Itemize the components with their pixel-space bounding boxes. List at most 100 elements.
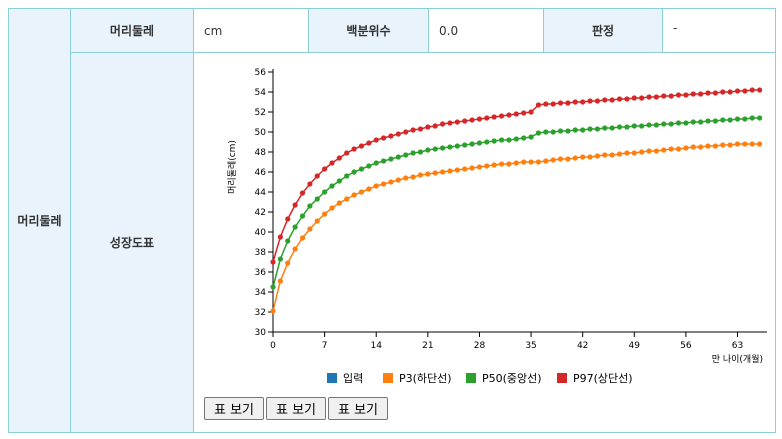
- point: [439, 121, 446, 127]
- point: [742, 88, 748, 94]
- point: [668, 146, 674, 152]
- point: [609, 97, 615, 103]
- point: [403, 175, 409, 181]
- point: [506, 137, 512, 143]
- point: [314, 218, 320, 224]
- point: [366, 186, 372, 192]
- point: [351, 192, 357, 198]
- cell: cm: [193, 8, 309, 53]
- point: [277, 278, 283, 284]
- point: [366, 163, 372, 169]
- point: [373, 137, 379, 143]
- point: [395, 154, 401, 160]
- point: [594, 98, 601, 104]
- point: [734, 116, 741, 122]
- point: [594, 126, 601, 132]
- table-view-button[interactable]: 표 보기: [328, 397, 388, 420]
- point: [417, 126, 424, 132]
- y-tick-label: 42: [255, 208, 266, 218]
- y-axis-label: 머리둘레(cm): [227, 140, 238, 194]
- point: [285, 260, 291, 266]
- point: [329, 160, 335, 166]
- point: [358, 143, 365, 149]
- point: [550, 129, 556, 135]
- point: [498, 113, 505, 119]
- y-tick-label: 46: [255, 168, 267, 178]
- point: [727, 142, 733, 148]
- point: [439, 145, 446, 151]
- point: [557, 156, 564, 162]
- point: [602, 125, 608, 131]
- point: [425, 124, 431, 130]
- point: [705, 143, 711, 149]
- point: [602, 152, 608, 158]
- y-tick-label: 54: [255, 88, 267, 98]
- y-tick-label: 38: [255, 248, 267, 258]
- point: [432, 170, 438, 176]
- cell: 0.0: [428, 8, 544, 53]
- point: [307, 203, 313, 209]
- table-view-button[interactable]: 표 보기: [266, 397, 326, 420]
- point: [277, 234, 283, 240]
- x-tick-label: 63: [732, 341, 743, 351]
- point: [270, 284, 276, 290]
- point: [417, 172, 424, 178]
- point: [690, 144, 696, 150]
- point: [521, 159, 527, 165]
- point: [439, 169, 446, 175]
- point: [535, 102, 542, 108]
- series-line: [272, 143, 760, 312]
- x-tick-label: 35: [525, 341, 536, 351]
- point: [528, 109, 534, 115]
- legend-label: P97(상단선): [573, 372, 633, 385]
- point: [469, 117, 475, 123]
- point: [742, 141, 748, 147]
- point: [690, 91, 696, 97]
- x-tick-label: 7: [322, 341, 328, 351]
- point: [513, 136, 519, 142]
- point: [314, 173, 320, 179]
- point: [432, 146, 438, 152]
- point: [557, 100, 564, 106]
- point: [454, 167, 460, 173]
- point: [653, 94, 660, 100]
- cell: 머리둘레: [70, 8, 194, 53]
- point: [388, 133, 394, 139]
- point: [388, 179, 394, 185]
- point: [661, 121, 667, 127]
- point: [742, 116, 748, 122]
- x-tick-label: 42: [577, 341, 588, 351]
- point: [639, 95, 645, 101]
- chart: 30 32 34 36 38 40 42 44 46 48 50 52 54 56 0 7 14 21 28 35 42…: [227, 68, 767, 385]
- point: [675, 92, 682, 98]
- point: [624, 124, 630, 130]
- point: [299, 235, 306, 241]
- point: [698, 144, 704, 150]
- point: [373, 160, 379, 166]
- point: [661, 93, 667, 99]
- point: [299, 190, 306, 196]
- point: [616, 96, 623, 102]
- x-tick-label: 14: [370, 341, 382, 351]
- point: [484, 163, 490, 169]
- point: [447, 120, 453, 126]
- point: [373, 183, 379, 189]
- point: [757, 141, 763, 147]
- y-tick-label: 44: [255, 188, 267, 198]
- point: [498, 137, 505, 143]
- x-tick-label: 0: [270, 341, 276, 351]
- point: [336, 155, 342, 161]
- legend-swatch: [383, 373, 393, 383]
- point: [757, 115, 763, 121]
- point: [653, 122, 660, 128]
- point: [351, 146, 357, 152]
- point: [380, 181, 387, 187]
- y-tick-label: 34: [255, 288, 267, 298]
- point: [609, 152, 615, 158]
- point: [683, 92, 689, 98]
- point: [476, 164, 483, 170]
- point: [270, 259, 276, 265]
- point: [749, 87, 755, 93]
- point: [322, 166, 328, 172]
- table-view-button[interactable]: 표 보기: [204, 397, 264, 420]
